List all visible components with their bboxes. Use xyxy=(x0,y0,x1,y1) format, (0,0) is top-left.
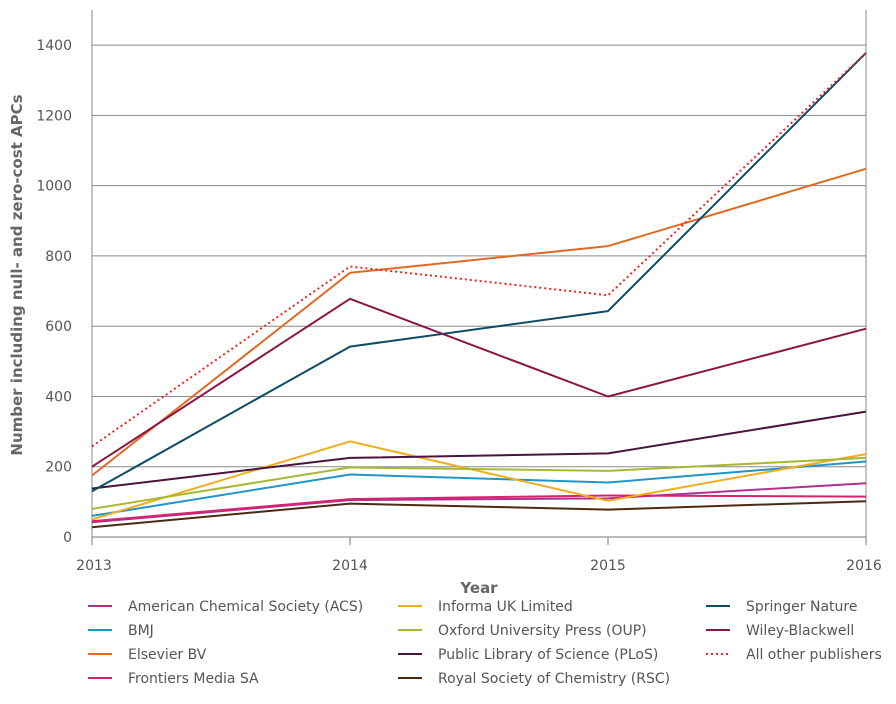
y-tick-label: 0 xyxy=(63,530,72,546)
legend: American Chemical Society (ACS) BMJ Elsevi… xyxy=(88,599,882,687)
series-line xyxy=(91,440,867,521)
series-line xyxy=(91,52,867,448)
legend-label: Informa UK Limited xyxy=(438,599,573,615)
legend-label: BMJ xyxy=(128,623,154,639)
x-tick-labels: 2013 2014 2015 2016 xyxy=(76,537,882,574)
y-tick-labels: 0 200 400 600 800 1000 1200 1400 xyxy=(36,38,72,546)
series-line xyxy=(91,167,867,477)
legend-label: Wiley-Blackwell xyxy=(746,623,854,639)
series-line xyxy=(91,410,867,490)
x-tick-label: 2015 xyxy=(590,558,626,574)
legend-label: All other publishers xyxy=(746,647,882,663)
gridlines xyxy=(92,44,866,468)
legend-label: Frontiers Media SA xyxy=(128,671,259,687)
series-line xyxy=(91,52,867,493)
y-tick-label: 600 xyxy=(45,319,72,335)
y-axis-title: Number including null- and zero-cost APC… xyxy=(8,94,26,455)
x-tick-label: 2013 xyxy=(76,558,112,574)
series-line xyxy=(91,500,867,529)
y-tick-label: 1000 xyxy=(36,179,72,195)
legend-label: Elsevier BV xyxy=(128,647,207,663)
legend-label: Springer Nature xyxy=(746,599,857,615)
legend-label: Oxford University Press (OUP) xyxy=(438,623,647,639)
legend-label: Public Library of Science (PLoS) xyxy=(438,647,658,663)
series-lines xyxy=(91,52,867,529)
y-tick-label: 1200 xyxy=(36,108,72,124)
series-line xyxy=(91,297,867,468)
x-tick-label: 2016 xyxy=(846,558,882,574)
y-tick-label: 800 xyxy=(45,249,72,265)
y-tick-label: 200 xyxy=(45,460,72,476)
series-line xyxy=(91,460,867,517)
x-axis-title: Year xyxy=(459,579,498,597)
series-line xyxy=(91,494,867,523)
legend-label: American Chemical Society (ACS) xyxy=(128,599,363,615)
x-tick-label: 2014 xyxy=(332,558,368,574)
series-line xyxy=(91,456,867,510)
y-tick-label: 1400 xyxy=(36,38,72,54)
legend-label: Royal Society of Chemistry (RSC) xyxy=(438,671,670,687)
y-tick-label: 400 xyxy=(45,389,72,405)
